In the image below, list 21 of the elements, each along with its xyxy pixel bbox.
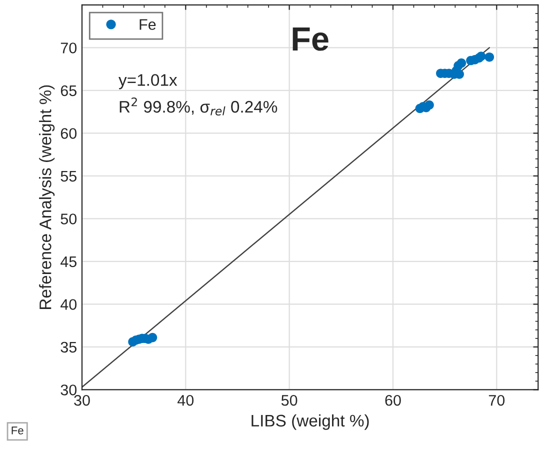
y-tick-label: 30 xyxy=(60,384,77,396)
y-tick-label: 55 xyxy=(60,170,76,182)
y-tick-label: 50 xyxy=(60,214,77,224)
x-tick-label: 30 xyxy=(74,394,90,406)
x-tick-label: 60 xyxy=(385,394,401,406)
x-tick-label: 50 xyxy=(281,394,298,406)
x-axis-title: LIBS (weight %) xyxy=(252,414,369,430)
y-tick-label: 45 xyxy=(60,256,76,268)
annotation: R$^{2}$ 99.8%, σ$_{rel}$ 0.24% xyxy=(120,98,278,116)
y-tick-label: 70 xyxy=(60,42,77,54)
annotation: y=1.01x xyxy=(118,74,178,90)
y-tick-label: 60 xyxy=(60,128,77,139)
y-axis-title: Reference Analysis (weight %) xyxy=(39,85,55,309)
text: Fe xyxy=(292,28,328,51)
legend-label: Fe xyxy=(140,19,156,30)
x-tick-label: 70 xyxy=(488,394,505,406)
y-tick-label: 65 xyxy=(60,85,76,96)
y-tick-label: 35 xyxy=(60,342,76,353)
x-tick-label: 40 xyxy=(178,394,194,406)
y-tick-label: 40 xyxy=(60,299,77,310)
text: Fe xyxy=(12,426,24,434)
